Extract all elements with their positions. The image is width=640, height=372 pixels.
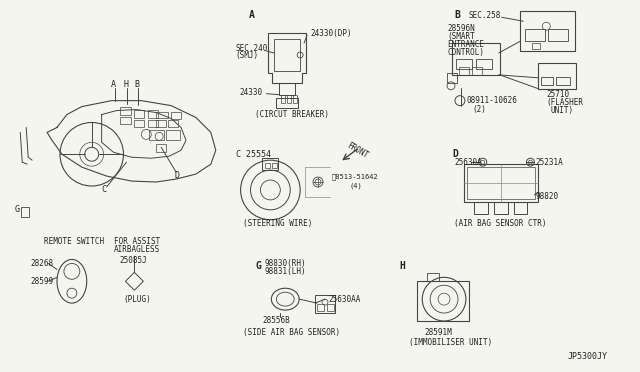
Bar — [474, 202, 488, 214]
Text: (IMMOBILISER UNIT): (IMMOBILISER UNIT) — [410, 338, 493, 347]
Bar — [417, 281, 469, 321]
Text: (STEERING WIRE): (STEERING WIRE) — [243, 219, 312, 228]
Text: 98820: 98820 — [536, 192, 559, 201]
Text: 98830(RH): 98830(RH) — [264, 259, 306, 268]
Text: 28591M: 28591M — [424, 328, 452, 337]
Text: 08911-10626: 08911-10626 — [467, 96, 518, 105]
Bar — [166, 131, 180, 140]
Text: JP5300JY: JP5300JY — [568, 352, 608, 361]
Bar — [556, 77, 570, 85]
Text: 98831(LH): 98831(LH) — [264, 267, 306, 276]
Bar — [464, 164, 538, 202]
Bar — [148, 119, 158, 128]
Text: UNIT): UNIT) — [550, 106, 573, 115]
Bar — [472, 67, 482, 75]
Text: 28268: 28268 — [30, 259, 53, 268]
Bar — [315, 295, 335, 313]
Text: D: D — [174, 171, 179, 180]
Bar — [21, 207, 29, 217]
Bar — [168, 119, 178, 128]
Bar — [447, 73, 457, 83]
Text: 25710: 25710 — [547, 90, 570, 99]
Bar — [456, 59, 472, 69]
Text: 24330: 24330 — [239, 88, 263, 97]
Text: A: A — [111, 80, 116, 89]
Bar — [156, 112, 168, 118]
Text: (SIDE AIR BAG SENSOR): (SIDE AIR BAG SENSOR) — [243, 328, 340, 337]
Bar — [134, 119, 145, 128]
Text: CONTROL): CONTROL) — [447, 48, 484, 57]
Bar — [525, 29, 545, 41]
Bar — [520, 11, 575, 51]
Bar — [548, 29, 568, 41]
Text: A: A — [248, 10, 255, 20]
Bar — [266, 163, 270, 168]
Bar — [427, 273, 439, 281]
Bar — [279, 83, 295, 95]
Bar — [275, 39, 300, 71]
Bar — [327, 304, 334, 311]
Text: Ⓞ8513-51642: Ⓞ8513-51642 — [332, 174, 379, 180]
Text: 28599: 28599 — [30, 277, 53, 286]
Bar — [120, 107, 131, 115]
Text: 25630A: 25630A — [454, 158, 482, 167]
Text: SEC.240: SEC.240 — [236, 44, 268, 52]
Text: 25231A: 25231A — [536, 158, 563, 167]
Text: B: B — [454, 10, 460, 20]
Bar — [287, 95, 291, 103]
Text: 25085J: 25085J — [120, 256, 147, 265]
Text: FOR ASSIST: FOR ASSIST — [113, 237, 160, 246]
Bar — [532, 43, 540, 49]
Bar — [317, 304, 324, 311]
Bar — [156, 119, 166, 128]
Text: (SMART: (SMART — [447, 32, 475, 41]
Text: FRONT: FRONT — [345, 141, 369, 160]
Text: 28596N: 28596N — [447, 24, 475, 33]
Bar — [156, 144, 166, 152]
Bar — [148, 110, 158, 118]
Bar — [467, 167, 536, 199]
Text: SEC.258: SEC.258 — [469, 11, 501, 20]
Bar — [293, 95, 297, 103]
Text: (4): (4) — [350, 183, 362, 189]
Text: REMOTE SWITCH: REMOTE SWITCH — [44, 237, 104, 246]
Bar — [262, 158, 278, 170]
Bar — [171, 112, 181, 119]
Bar — [513, 202, 527, 214]
Bar — [149, 131, 164, 140]
Text: G: G — [255, 262, 261, 272]
Bar — [134, 110, 145, 118]
Text: 24330(DP): 24330(DP) — [310, 29, 352, 38]
Text: (SMJ): (SMJ) — [236, 51, 259, 61]
Text: G: G — [14, 205, 19, 214]
Bar — [459, 67, 469, 75]
Text: (CIRCUT BREAKER): (CIRCUT BREAKER) — [255, 110, 330, 119]
Text: 28556B: 28556B — [262, 317, 290, 326]
Text: (2): (2) — [473, 105, 487, 114]
Text: ENTRANCE: ENTRANCE — [447, 39, 484, 49]
Bar — [538, 63, 576, 89]
Text: (PLUG): (PLUG) — [124, 295, 151, 304]
Bar — [120, 116, 131, 125]
Text: (AIR BAG SENSOR CTR): (AIR BAG SENSOR CTR) — [454, 219, 547, 228]
Text: (FLASHER: (FLASHER — [547, 98, 583, 107]
Text: H: H — [124, 80, 129, 89]
Text: C: C — [102, 186, 107, 195]
Bar — [273, 163, 277, 168]
Text: B: B — [134, 80, 140, 89]
Bar — [276, 98, 298, 108]
Bar — [452, 43, 500, 75]
Text: 25630AA: 25630AA — [328, 295, 360, 304]
Text: H: H — [399, 262, 405, 272]
Bar — [541, 77, 553, 85]
Bar — [493, 202, 508, 214]
Text: D: D — [452, 149, 458, 159]
Text: C 25554: C 25554 — [236, 150, 271, 159]
Bar — [476, 59, 492, 69]
Text: AIRBAGLESS: AIRBAGLESS — [113, 245, 160, 254]
Bar — [282, 95, 285, 103]
